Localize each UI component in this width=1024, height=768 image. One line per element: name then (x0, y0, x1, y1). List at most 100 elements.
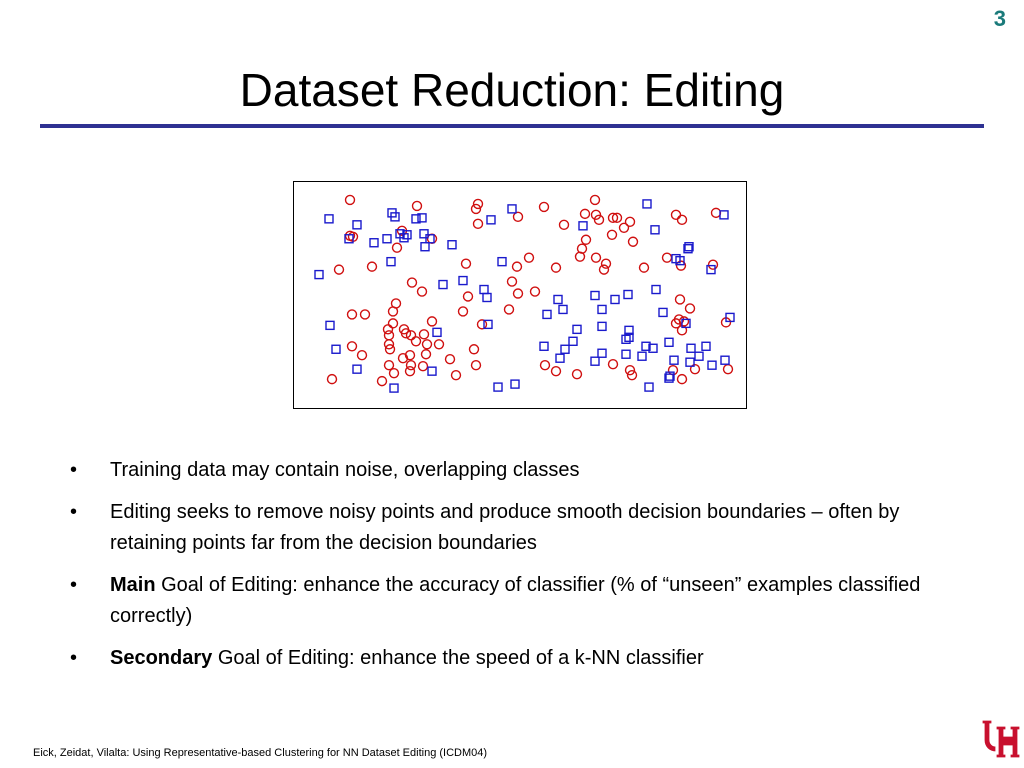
square-point (390, 212, 400, 222)
circle-point (416, 286, 428, 297)
square-point (675, 255, 685, 266)
scatter-plot-canvas (314, 194, 735, 393)
bullet-bold-text: Main (110, 574, 156, 596)
bullet-text: Training data may contain noise, overlap… (110, 459, 580, 481)
circle-point (391, 242, 403, 253)
circle-point (418, 329, 430, 340)
circle-point (404, 365, 416, 377)
bullet-item: • Training data may contain noise, overl… (70, 455, 970, 486)
slide-title: Dataset Reduction: Editing (239, 64, 785, 116)
square-point (510, 379, 520, 389)
circle-point (404, 350, 416, 361)
square-point (644, 382, 654, 392)
circle-point (406, 277, 418, 288)
square-point (621, 334, 631, 345)
square-point (641, 341, 651, 351)
square-point (369, 238, 379, 248)
circle-point (607, 212, 619, 224)
square-point (648, 343, 658, 353)
circle-point (460, 258, 472, 269)
circle-point (405, 359, 417, 371)
circle-point (387, 306, 399, 317)
circle-point (661, 252, 673, 263)
circle-point (433, 339, 445, 350)
square-point (720, 355, 730, 365)
slide-number: 3 (993, 6, 1006, 31)
circle-point (667, 364, 679, 376)
bullet-item: • Secondary Goal of Editing: enhance the… (70, 643, 970, 674)
bullet-text: Goal of Editing: enhance the accuracy of… (110, 574, 921, 627)
square-point (642, 199, 652, 209)
square-point (399, 233, 409, 243)
footer-citation: Eick, Zeidat, Vilalta: Using Representat… (33, 747, 488, 759)
bullet-text: Goal of Editing: enhance the speed of a … (212, 647, 704, 669)
square-point (685, 357, 695, 367)
circle-point (333, 264, 345, 275)
circle-point (606, 229, 618, 240)
square-point (665, 371, 675, 381)
circle-point (420, 349, 432, 360)
square-point (578, 221, 588, 231)
square-point (483, 319, 493, 330)
square-point (458, 275, 468, 286)
square-point (568, 336, 578, 346)
bullet-marker: • (70, 647, 78, 669)
circle-point (676, 373, 688, 385)
bullet-item: • Editing seeks to remove noisy points a… (70, 497, 970, 559)
square-point (542, 309, 552, 320)
circle-point (388, 367, 400, 379)
title-underline (40, 124, 984, 128)
circle-point (470, 203, 482, 215)
circle-point (387, 318, 399, 329)
circle-point (626, 369, 638, 381)
bullet-text: Editing seeks to remove noisy points and… (110, 501, 900, 554)
square-point (706, 264, 716, 275)
circle-point (707, 259, 719, 270)
square-point (624, 325, 634, 336)
square-point (486, 215, 496, 225)
circle-point (384, 344, 396, 355)
circle-point (558, 219, 570, 231)
circle-point (326, 373, 338, 385)
circle-point (366, 261, 378, 272)
circle-point (538, 201, 550, 213)
square-point (553, 294, 563, 305)
bullet-item: • Main Goal of Editing: enhance the accu… (70, 570, 970, 632)
square-point (432, 327, 442, 338)
circle-point (476, 319, 488, 330)
circle-point (410, 336, 422, 347)
circle-point (678, 316, 690, 327)
scatter-plot (293, 181, 747, 409)
square-point (621, 349, 631, 359)
square-point (597, 304, 607, 315)
square-point (419, 229, 429, 239)
square-point (658, 307, 668, 318)
circle-point (598, 264, 610, 275)
circle-point (674, 294, 686, 305)
square-point (623, 289, 633, 300)
square-point (664, 373, 674, 383)
square-point (624, 332, 634, 343)
square-point (325, 320, 335, 331)
bullet-bold-text: Secondary (110, 647, 213, 669)
square-point (331, 344, 341, 354)
square-point (352, 220, 362, 230)
circle-point (383, 359, 395, 371)
circle-point (462, 291, 474, 302)
square-point (382, 234, 392, 244)
square-point (425, 234, 435, 244)
circle-point (512, 288, 524, 299)
circle-point (411, 200, 423, 212)
circle-point (376, 375, 388, 387)
circle-point (444, 354, 456, 365)
square-point (482, 292, 492, 303)
circle-point (576, 243, 588, 254)
square-point (650, 225, 660, 235)
circle-point (472, 198, 484, 210)
circle-point (539, 359, 551, 371)
circle-point (550, 365, 562, 377)
circle-point (611, 212, 623, 224)
square-point (597, 321, 607, 332)
circle-point (710, 207, 722, 219)
square-point (314, 269, 324, 280)
